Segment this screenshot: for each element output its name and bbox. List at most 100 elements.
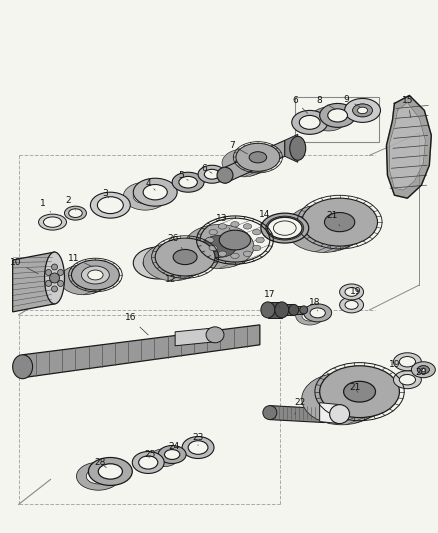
Ellipse shape bbox=[339, 284, 364, 300]
Ellipse shape bbox=[304, 304, 332, 322]
Text: 12: 12 bbox=[160, 267, 176, 285]
Circle shape bbox=[57, 280, 64, 286]
Ellipse shape bbox=[345, 99, 381, 123]
Circle shape bbox=[52, 286, 57, 292]
Ellipse shape bbox=[218, 224, 226, 229]
Ellipse shape bbox=[299, 116, 320, 130]
Ellipse shape bbox=[244, 224, 252, 229]
Ellipse shape bbox=[201, 236, 237, 257]
Ellipse shape bbox=[143, 253, 173, 272]
Ellipse shape bbox=[256, 237, 264, 243]
Text: 25: 25 bbox=[145, 450, 156, 459]
Ellipse shape bbox=[263, 406, 277, 419]
Ellipse shape bbox=[236, 143, 280, 171]
Ellipse shape bbox=[399, 357, 416, 367]
Polygon shape bbox=[225, 140, 285, 183]
Polygon shape bbox=[175, 328, 215, 346]
Ellipse shape bbox=[90, 192, 130, 218]
Ellipse shape bbox=[143, 243, 203, 281]
Ellipse shape bbox=[97, 197, 124, 214]
Ellipse shape bbox=[325, 213, 355, 232]
Ellipse shape bbox=[393, 371, 421, 389]
Text: 9: 9 bbox=[344, 95, 360, 107]
Polygon shape bbox=[320, 402, 339, 424]
Ellipse shape bbox=[311, 107, 346, 131]
Ellipse shape bbox=[81, 266, 110, 284]
Polygon shape bbox=[268, 302, 282, 318]
Ellipse shape bbox=[77, 462, 120, 490]
Ellipse shape bbox=[268, 217, 302, 239]
Text: 19: 19 bbox=[350, 287, 361, 300]
Ellipse shape bbox=[188, 441, 208, 454]
Polygon shape bbox=[13, 252, 54, 312]
Ellipse shape bbox=[231, 222, 239, 227]
Ellipse shape bbox=[206, 327, 224, 343]
Ellipse shape bbox=[339, 297, 364, 313]
Ellipse shape bbox=[219, 230, 251, 250]
Ellipse shape bbox=[273, 221, 296, 235]
Ellipse shape bbox=[345, 287, 358, 296]
Text: 28: 28 bbox=[95, 458, 106, 467]
Ellipse shape bbox=[13, 355, 32, 379]
Polygon shape bbox=[294, 306, 304, 314]
Ellipse shape bbox=[261, 302, 275, 318]
Text: 14: 14 bbox=[259, 209, 276, 223]
Polygon shape bbox=[386, 95, 431, 198]
Text: 8: 8 bbox=[317, 96, 335, 109]
Ellipse shape bbox=[205, 169, 220, 179]
Text: 16: 16 bbox=[124, 313, 148, 335]
Polygon shape bbox=[285, 134, 298, 162]
Ellipse shape bbox=[261, 213, 309, 243]
Ellipse shape bbox=[244, 251, 252, 256]
Ellipse shape bbox=[143, 184, 167, 200]
Circle shape bbox=[57, 270, 64, 276]
Ellipse shape bbox=[86, 469, 110, 484]
Text: 23: 23 bbox=[192, 433, 204, 446]
Ellipse shape bbox=[330, 405, 350, 424]
Text: 22: 22 bbox=[294, 398, 305, 415]
Ellipse shape bbox=[319, 112, 339, 126]
Ellipse shape bbox=[133, 247, 183, 279]
Text: 21: 21 bbox=[349, 383, 360, 392]
Ellipse shape bbox=[326, 389, 357, 409]
Ellipse shape bbox=[39, 214, 67, 230]
Ellipse shape bbox=[209, 245, 217, 251]
Ellipse shape bbox=[86, 269, 105, 281]
Ellipse shape bbox=[353, 104, 372, 117]
Ellipse shape bbox=[161, 254, 185, 269]
Text: 1: 1 bbox=[40, 199, 51, 212]
Ellipse shape bbox=[158, 446, 186, 464]
Ellipse shape bbox=[417, 366, 429, 374]
Ellipse shape bbox=[399, 375, 416, 385]
Text: 15: 15 bbox=[402, 96, 413, 118]
Ellipse shape bbox=[172, 172, 204, 192]
Ellipse shape bbox=[302, 311, 318, 321]
Text: 26: 26 bbox=[167, 233, 183, 250]
Ellipse shape bbox=[156, 453, 172, 463]
Ellipse shape bbox=[45, 252, 64, 304]
Ellipse shape bbox=[292, 110, 328, 134]
Polygon shape bbox=[23, 325, 260, 378]
Ellipse shape bbox=[290, 136, 306, 160]
Ellipse shape bbox=[235, 157, 253, 168]
Ellipse shape bbox=[198, 165, 226, 183]
Ellipse shape bbox=[184, 224, 254, 269]
Text: 21: 21 bbox=[326, 211, 340, 226]
Ellipse shape bbox=[69, 209, 82, 217]
Polygon shape bbox=[389, 102, 425, 190]
Ellipse shape bbox=[296, 307, 324, 325]
Circle shape bbox=[46, 270, 52, 276]
Ellipse shape bbox=[218, 251, 226, 256]
Ellipse shape bbox=[206, 237, 214, 243]
Ellipse shape bbox=[88, 270, 103, 280]
Ellipse shape bbox=[357, 107, 367, 114]
Text: 6: 6 bbox=[292, 96, 308, 114]
Circle shape bbox=[46, 280, 52, 286]
Ellipse shape bbox=[231, 253, 239, 259]
Ellipse shape bbox=[173, 249, 197, 264]
Text: 7: 7 bbox=[229, 141, 247, 154]
Ellipse shape bbox=[155, 238, 215, 276]
Text: 24: 24 bbox=[169, 442, 180, 451]
Ellipse shape bbox=[345, 301, 358, 309]
Ellipse shape bbox=[417, 366, 429, 374]
